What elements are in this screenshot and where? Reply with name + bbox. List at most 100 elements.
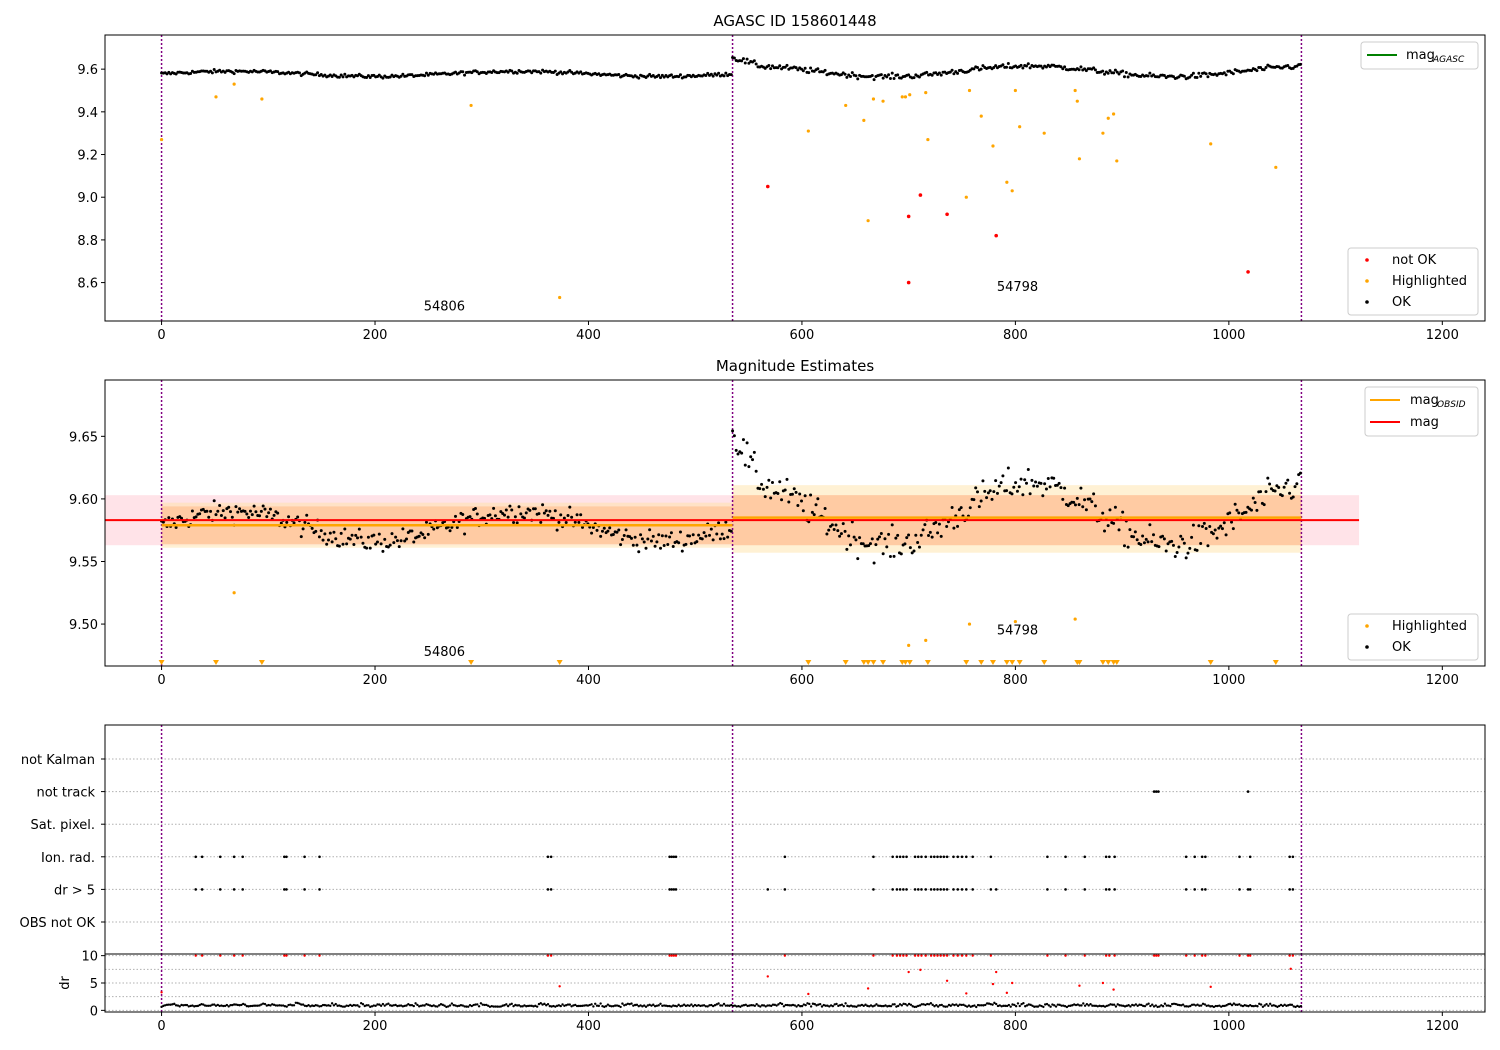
ok-point: [1012, 485, 1016, 489]
dr-ok-point: [715, 1003, 718, 1006]
dr-ok-point: [991, 1003, 994, 1006]
x-tick-label: 400: [576, 1019, 601, 1034]
ok-point: [1124, 70, 1128, 74]
ok-point: [807, 71, 811, 75]
ok-point: [872, 561, 876, 565]
ok-point: [1235, 508, 1239, 512]
ok-point: [1092, 492, 1096, 496]
flag-point-dr5: [905, 888, 908, 891]
ok-point: [1166, 542, 1170, 546]
dr-ok-point: [1129, 1005, 1132, 1008]
flag-point-ion-rad: [674, 855, 678, 859]
dr-ok-point: [256, 1004, 259, 1007]
ok-point: [1006, 61, 1010, 65]
flag-point-ion-rad: [1104, 855, 1108, 859]
dr-mid-point: [945, 979, 949, 983]
highlighted-point: [967, 622, 972, 626]
ok-point: [985, 496, 989, 500]
ok-point: [1019, 477, 1023, 481]
ok-point: [952, 526, 956, 530]
ok-point: [258, 514, 262, 518]
ok-point: [339, 73, 343, 77]
ok-point: [896, 73, 900, 77]
dr-ok-point: [160, 1005, 163, 1009]
ok-point: [631, 543, 635, 547]
dr-ok-point: [915, 1005, 918, 1008]
ok-point: [1106, 524, 1110, 528]
dr-ok-point: [574, 1003, 577, 1007]
dr-ok-point: [666, 1004, 669, 1008]
dr-ok-point: [1243, 1004, 1246, 1007]
ok-point: [1083, 498, 1087, 502]
dr-ok-point: [929, 1001, 933, 1005]
dr-ok-point: [512, 1004, 515, 1008]
flag-category-label: OBS not OK: [20, 916, 96, 931]
dr-ok-point: [613, 1004, 617, 1007]
ok-point: [1200, 524, 1204, 528]
dr-ok-point: [951, 1003, 954, 1006]
dr-ok-point: [935, 1004, 938, 1007]
dr-ok-point: [933, 1005, 936, 1008]
ok-point: [879, 531, 883, 535]
flag-category-label: not track: [36, 786, 95, 801]
ok-point: [715, 532, 719, 536]
ok-point: [475, 512, 479, 516]
dr-mid-point: [965, 992, 968, 995]
ok-point: [836, 529, 840, 533]
ok-point: [717, 71, 721, 75]
ok-point: [1041, 66, 1045, 70]
dr-ok-point: [434, 1005, 437, 1008]
ok-point: [190, 509, 194, 513]
flag-point-dr5: [891, 888, 894, 891]
flag-point-dr5: [1248, 888, 1252, 891]
ok-point: [999, 481, 1003, 485]
ok-point: [907, 533, 911, 537]
dr-ok-point: [969, 1005, 972, 1008]
ok-point: [876, 537, 880, 541]
dr-ok-point: [1169, 1004, 1172, 1008]
dr-ok-point: [202, 1003, 205, 1006]
dr-ok-point: [630, 1002, 633, 1005]
ok-point: [622, 533, 626, 537]
dr-ok-point: [976, 1003, 980, 1007]
ok-point: [209, 509, 213, 513]
ok-point: [1222, 521, 1226, 525]
ok-point: [201, 507, 205, 511]
dr-high-point: [1157, 954, 1160, 957]
dr-ok-point: [232, 1003, 236, 1006]
dr-ok-point: [757, 1004, 760, 1007]
dr-ok-point: [1283, 1003, 1286, 1006]
ok-point: [976, 66, 980, 70]
flag-point-ion-rad: [1193, 855, 1196, 859]
dr-ok-point: [508, 1003, 512, 1006]
dr-ok-point: [1143, 1004, 1147, 1008]
dr-mid-point: [1289, 967, 1292, 970]
flag-point-dr5: [218, 888, 222, 891]
ok-point: [709, 527, 713, 531]
ok-point: [506, 515, 510, 519]
dr-ok-point: [247, 1005, 250, 1008]
dr-ok-point: [835, 1002, 838, 1006]
dr-ok-point: [1071, 1004, 1074, 1007]
dr-ok-point: [1158, 1005, 1161, 1008]
highlighted-point: [232, 591, 236, 595]
ok-point: [1150, 540, 1154, 544]
dr-ok-point: [214, 1004, 218, 1007]
dr-ok-point: [973, 1004, 976, 1007]
ok-point: [637, 76, 641, 80]
dr-ok-point: [842, 1004, 845, 1008]
flag-point-ion-rad: [905, 855, 908, 859]
ok-point: [870, 74, 874, 78]
dr-ok-point: [1121, 1004, 1125, 1008]
obsid-label: 54798: [997, 624, 1038, 639]
dr-ok-point: [441, 1003, 444, 1007]
dr-ok-point: [459, 1004, 463, 1007]
ok-point: [1146, 540, 1150, 544]
ok-point: [867, 544, 871, 548]
highlighted-point: [1013, 619, 1017, 624]
ok-point: [659, 546, 663, 550]
highlighted-point: [214, 95, 218, 99]
ok-point: [426, 532, 430, 536]
ok-point: [542, 511, 546, 515]
highlighted-point: [964, 195, 968, 199]
